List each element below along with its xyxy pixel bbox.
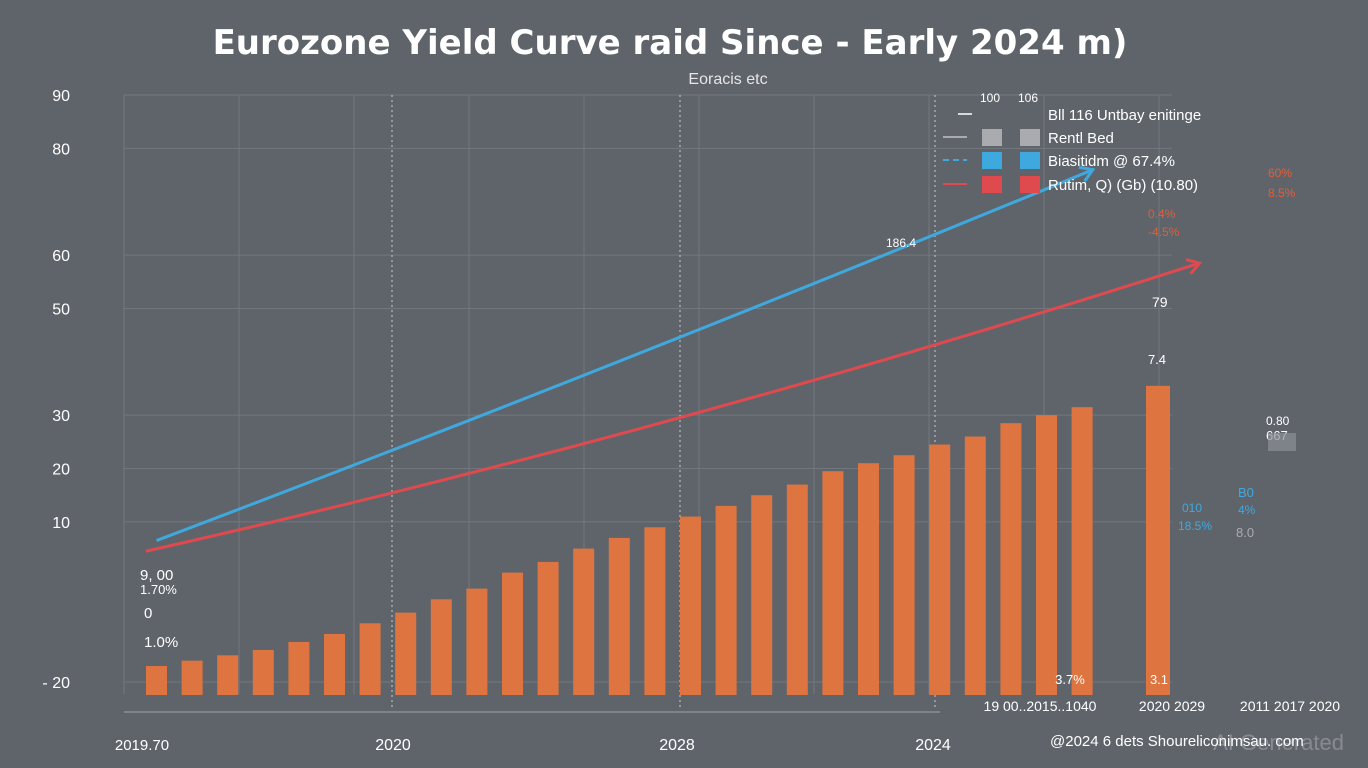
annotation-label: 4% bbox=[1238, 503, 1256, 517]
legend-label: Biasitidm @ 67.4% bbox=[1048, 153, 1175, 170]
annotation-label: B0 bbox=[1238, 485, 1254, 500]
bars bbox=[146, 385, 1170, 695]
y-tick-label: 60 bbox=[52, 248, 70, 265]
bar bbox=[1000, 423, 1022, 695]
annotation-label: 0.4% bbox=[1148, 207, 1176, 221]
legend-header: 106 bbox=[1018, 91, 1038, 105]
annotation-label: 18.5% bbox=[1178, 519, 1212, 533]
x-end-label: 2020 2029 bbox=[1139, 698, 1205, 714]
y-tick-label: 90 bbox=[52, 88, 70, 105]
legend-swatch bbox=[1020, 129, 1040, 146]
bar-data-label: 3.7% bbox=[1055, 672, 1085, 687]
y-tick-label: 20 bbox=[52, 462, 70, 479]
bar-data-label: 7.4 bbox=[1148, 352, 1166, 367]
bar bbox=[430, 599, 452, 695]
bar bbox=[1071, 407, 1093, 695]
y-tick-label: 80 bbox=[52, 141, 70, 158]
footer-source: @2024 6 dets Shoureliconimsau. com bbox=[1050, 733, 1304, 750]
series-arrowhead bbox=[1185, 258, 1203, 275]
bar bbox=[288, 641, 310, 695]
bar bbox=[146, 665, 167, 695]
legend-swatch bbox=[982, 129, 1002, 146]
annotation-label: 79 bbox=[1152, 294, 1168, 310]
legend-label: Rutim, Q) (Gb) (10.80) bbox=[1048, 177, 1198, 194]
y-tick-label: 10 bbox=[52, 515, 70, 532]
legend: 100 106 Bll 116 Untbay enitinge Rentl Bed Bi… bbox=[943, 91, 1201, 194]
legend-label: Bll 116 Untbay enitinge bbox=[1048, 107, 1201, 124]
bar bbox=[395, 612, 417, 695]
bar bbox=[252, 649, 274, 695]
bar bbox=[324, 633, 345, 695]
bar bbox=[644, 527, 666, 695]
annotation-label: 60% bbox=[1268, 166, 1292, 180]
x-tick-label: 2028 bbox=[659, 737, 695, 754]
y-tick-label: 30 bbox=[52, 408, 70, 425]
bar bbox=[680, 516, 701, 695]
bar bbox=[822, 471, 844, 695]
annotation-label: 8.5% bbox=[1268, 186, 1296, 200]
annotation-box bbox=[1268, 433, 1296, 451]
legend-label: Rentl Bed bbox=[1048, 130, 1114, 147]
lines bbox=[145, 165, 1203, 553]
series-arrowhead bbox=[1078, 165, 1096, 183]
annotation-label: -4.5% bbox=[1148, 225, 1180, 239]
bar bbox=[858, 463, 879, 695]
bar-data-label: 3.1 bbox=[1150, 672, 1168, 687]
bar bbox=[929, 444, 951, 695]
series-line bbox=[145, 261, 1201, 553]
annotation-label: 0.80 bbox=[1266, 414, 1290, 428]
chart-title: Eurozone Yield Curve raid Since - Early … bbox=[213, 23, 1128, 63]
bar bbox=[786, 484, 808, 695]
bar bbox=[359, 623, 381, 695]
x-end-label: 2011 2017 2020 bbox=[1240, 698, 1340, 714]
bar bbox=[502, 572, 523, 695]
legend-swatch bbox=[1020, 176, 1040, 193]
annotation-label: 9, 00 bbox=[140, 567, 173, 584]
bar bbox=[1036, 415, 1057, 695]
legend-swatch bbox=[982, 152, 1002, 169]
bar bbox=[715, 505, 737, 695]
annotation-label: 010 bbox=[1182, 501, 1202, 515]
annotation-label: 186.4 bbox=[886, 236, 916, 250]
bar bbox=[537, 561, 559, 695]
annotation-label: 0 bbox=[144, 605, 152, 622]
legend-header: 100 bbox=[980, 91, 1000, 105]
bar bbox=[1146, 385, 1170, 695]
bar bbox=[893, 455, 915, 695]
annotation-label: 1.0% bbox=[144, 634, 178, 651]
bar bbox=[608, 537, 630, 695]
chart-subtitle: Eoracis etc bbox=[688, 71, 767, 88]
series-line bbox=[155, 168, 1094, 542]
x-end-label: 19 00..2015..1040 bbox=[984, 698, 1097, 714]
watermark: AI Generated bbox=[1213, 730, 1344, 755]
bar bbox=[964, 436, 986, 695]
bar bbox=[466, 588, 488, 695]
bar bbox=[751, 495, 773, 695]
x-tick-label: 2020 bbox=[375, 737, 411, 754]
y-tick-label: - 20 bbox=[42, 675, 70, 692]
annotation-label: 1.70% bbox=[140, 582, 177, 597]
x-tick-label: 2024 bbox=[915, 737, 951, 754]
annotations: 9, 001.70% 0 1.0% 186.4 79 60% 8.5% 0.4% -4.5% 0.… bbox=[140, 166, 1296, 651]
legend-swatch bbox=[982, 176, 1002, 193]
annotation-label: 8.0 bbox=[1236, 525, 1254, 540]
bar bbox=[573, 548, 595, 695]
bar bbox=[217, 655, 239, 695]
bar bbox=[181, 660, 203, 695]
y-tick-label: 50 bbox=[52, 301, 70, 318]
axes: 90 80 60 50 30 20 10 - 20 2020 2028 2024 2019.70 19 … bbox=[42, 88, 1340, 754]
legend-swatch bbox=[1020, 152, 1040, 169]
x-start-label: 2019.70 bbox=[115, 737, 169, 754]
